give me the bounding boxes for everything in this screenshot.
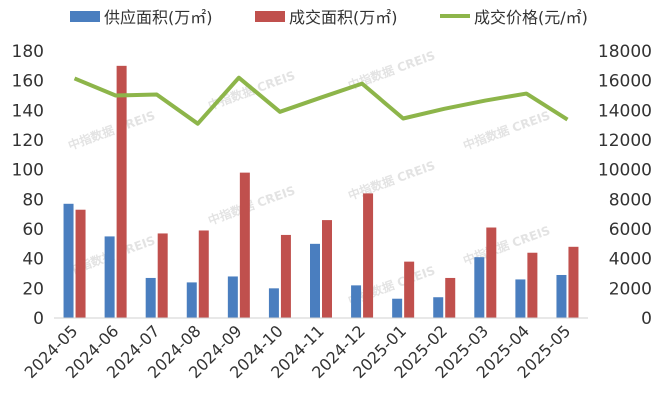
watermark: 中指数据 CREIS (346, 157, 437, 202)
left-axis-tick: 80 (22, 190, 44, 210)
left-axis-tick: 20 (22, 279, 44, 299)
right-axis-tick: 4000 (609, 250, 652, 270)
bar-sales (527, 252, 538, 318)
left-axis-tick: 120 (12, 131, 44, 151)
right-axis-tick: 10000 (598, 161, 652, 181)
right-axis-tick: 8000 (609, 190, 652, 210)
bar-sales (75, 209, 86, 318)
legend-swatch (255, 11, 285, 22)
watermark: 中指数据 CREIS (461, 107, 552, 152)
right-axis-tick: 14000 (598, 101, 652, 121)
bar-sales (486, 227, 497, 318)
bar-supply (474, 257, 485, 318)
bar-supply (351, 285, 362, 318)
left-axis-tick: 180 (12, 42, 44, 62)
bar-supply (186, 282, 197, 318)
bar-supply (63, 203, 74, 318)
bar-supply (433, 297, 444, 318)
bar-supply (556, 274, 567, 318)
left-axis-tick: 100 (12, 161, 44, 181)
bar-supply (268, 288, 279, 318)
left-axis-tick: 40 (22, 250, 44, 270)
legend-swatch (70, 11, 100, 22)
legend-label: 成交价格(元/㎡) (474, 8, 588, 27)
right-axis-tick: 2000 (609, 279, 652, 299)
bar-supply (145, 277, 156, 318)
bar-sales (363, 193, 374, 318)
left-axis-tick: 60 (22, 220, 44, 240)
watermark: 中指数据 CREIS (206, 182, 297, 227)
bar-supply (310, 243, 320, 318)
bar-sales (404, 261, 415, 318)
bar-sales (116, 65, 127, 318)
left-axis-tick: 140 (12, 101, 44, 121)
right-axis-tick: 6000 (609, 220, 652, 240)
bar-sales (157, 233, 168, 318)
right-axis-tick: 18000 (598, 42, 652, 62)
right-axis-tick: 0 (641, 309, 652, 329)
bar-sales (445, 277, 456, 318)
right-axis-tick: 16000 (598, 72, 652, 92)
bar-supply (515, 279, 526, 318)
legend-label: 供应面积(万㎡) (104, 8, 213, 27)
bar-sales (280, 234, 291, 318)
bar-sales (198, 230, 209, 318)
bar-supply (227, 276, 238, 318)
left-axis-tick: 0 (33, 309, 44, 329)
bar-supply (392, 298, 403, 318)
bar-supply (104, 236, 115, 318)
left-axis-tick: 160 (12, 72, 44, 92)
bar-sales (568, 246, 579, 318)
watermark: 中指数据 CREIS (66, 107, 157, 152)
right-axis-tick: 12000 (598, 131, 652, 151)
legend-label: 成交面积(万㎡) (289, 8, 398, 27)
bar-sales (322, 220, 332, 318)
bar-sales (239, 172, 250, 318)
